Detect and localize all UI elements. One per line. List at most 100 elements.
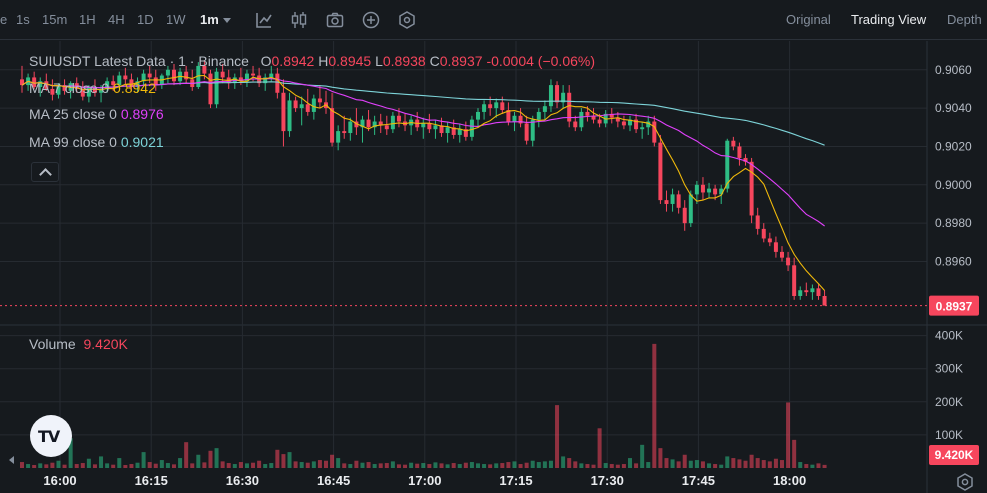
add-indicator-icon[interactable]: [361, 10, 381, 30]
candle-body: [494, 102, 499, 109]
candle-body: [482, 104, 487, 112]
volume-bar: [688, 460, 693, 468]
candlestick-icon[interactable]: [289, 10, 309, 30]
timeframe-1h[interactable]: 1H: [79, 12, 96, 27]
volume-bar: [804, 464, 809, 468]
timeframe-partial[interactable]: e: [0, 12, 8, 27]
candle-body: [798, 290, 803, 296]
close-value: 0.8937: [439, 53, 483, 69]
candle-body: [476, 111, 480, 120]
candle-body: [269, 73, 274, 78]
volume-bar: [731, 458, 736, 468]
volume-bar: [275, 449, 280, 468]
ma25-legend[interactable]: MA 25 close 0 0.8976: [29, 106, 164, 122]
candle-body: [342, 131, 347, 134]
candle-body: [305, 104, 310, 112]
ohlc-values: O0.8942 H0.8945 L0.8938 C0.8937 -0.0004 …: [253, 53, 595, 69]
view-depth[interactable]: Depth: [947, 12, 982, 27]
volume-bar: [798, 462, 803, 468]
volume-bar: [658, 448, 663, 468]
candle-body: [804, 290, 809, 293]
scroll-left-icon[interactable]: [4, 450, 16, 470]
candle-body: [548, 85, 553, 107]
volume-bar: [719, 464, 724, 468]
timeframe-1d[interactable]: 1D: [137, 12, 154, 27]
volume-bar: [56, 460, 61, 468]
candle-body: [597, 119, 602, 124]
volume-bar: [208, 450, 213, 468]
volume-bar: [780, 460, 784, 468]
candle-body: [317, 98, 322, 103]
settings-hex-icon[interactable]: [397, 10, 417, 30]
volume-bar: [585, 464, 590, 468]
candle-body: [184, 71, 189, 80]
time-axis[interactable]: 16:00 16:15 16:30 16:45 17:00 17:15 17:30 17:45…: [43, 473, 806, 488]
price-axis[interactable]: 0.9060 0.9040 0.9020 0.9000 0.8980 0.8960 400K…: [929, 63, 979, 465]
volume-bar: [360, 462, 365, 468]
candle-body: [670, 194, 675, 204]
candle-body: [780, 251, 784, 258]
candlestick-chart[interactable]: 0.9060 0.9040 0.9020 0.9000 0.8980 0.8960 400K…: [0, 41, 987, 493]
volume-bar: [20, 462, 24, 468]
volume-bar: [141, 452, 146, 468]
volume-tick-label: 200K: [935, 395, 963, 409]
candle-body: [360, 119, 365, 128]
chart-area[interactable]: 0.9060 0.9040 0.9020 0.9000 0.8980 0.8960 400K…: [0, 41, 987, 493]
candle-body: [220, 71, 225, 78]
time-tick-label: 17:30: [591, 473, 624, 488]
view-original[interactable]: Original: [786, 12, 831, 27]
ma99-legend[interactable]: MA 99 close 0 0.9021: [29, 134, 164, 150]
volume-bar: [536, 462, 541, 468]
volume-bar: [694, 460, 699, 468]
volume-bar: [676, 461, 681, 468]
candle-body: [792, 265, 797, 296]
candle-body: [700, 184, 705, 193]
volume-bar: [92, 464, 97, 468]
volume-bar: [147, 462, 152, 468]
candle-body: [445, 127, 450, 134]
camera-icon[interactable]: [325, 10, 345, 30]
volume-bar: [524, 462, 529, 468]
candle-body: [311, 98, 316, 112]
gear-icon[interactable]: [955, 472, 975, 492]
chart-type-icon[interactable]: [254, 10, 274, 30]
candle-body: [92, 87, 97, 93]
volume-bar: [293, 461, 298, 468]
timeframe-15m[interactable]: 15m: [42, 12, 68, 27]
timeframe-1w[interactable]: 1W: [166, 12, 186, 27]
candle-body: [135, 81, 140, 88]
timeframe-4h[interactable]: 4H: [108, 12, 125, 27]
collapse-legend-button[interactable]: [31, 162, 59, 182]
view-trading-view[interactable]: Trading View: [851, 12, 927, 27]
candle-body: [713, 188, 718, 195]
candle-body: [141, 73, 146, 82]
volume-bar: [822, 464, 827, 468]
candle-body: [457, 129, 462, 135]
candle-body: [591, 115, 596, 120]
open-label: O: [260, 53, 272, 69]
timeframe-1s[interactable]: 1s: [16, 12, 30, 27]
candle-body: [348, 121, 353, 134]
candle-body: [628, 119, 632, 126]
tradingview-logo-icon[interactable]: TV: [30, 415, 72, 457]
time-tick-label: 17:45: [682, 473, 715, 488]
volume-bar: [621, 464, 626, 468]
time-tick-label: 16:15: [135, 473, 168, 488]
candle-body: [567, 92, 572, 122]
volume-bar: [427, 464, 432, 468]
candle-body: [694, 184, 699, 195]
timeframe-1m-dropdown[interactable]: 1m: [200, 12, 231, 27]
volume-bar: [159, 460, 164, 468]
volume-bar: [50, 462, 55, 468]
volume-bar: [281, 454, 286, 468]
candle-body: [80, 88, 85, 97]
time-tick-label: 18:00: [773, 473, 806, 488]
candle-body: [761, 228, 766, 239]
candle-body: [737, 146, 742, 158]
volume-bar: [469, 462, 474, 468]
candle-body: [366, 119, 371, 128]
ma7-legend[interactable]: MA 7 close 0 0.8942: [29, 80, 156, 96]
candle-body: [330, 108, 335, 143]
moving-average-lines: [21, 74, 826, 291]
volume-bar: [542, 461, 547, 468]
